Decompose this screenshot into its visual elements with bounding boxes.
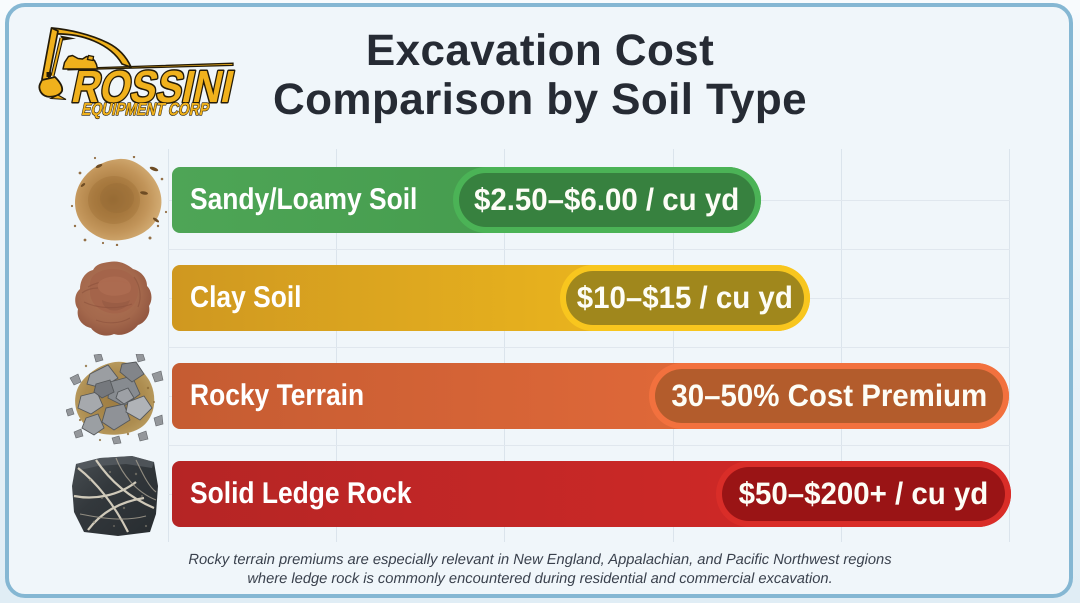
svg-text:EQUIPMENT CORP: EQUIPMENT CORP [80, 99, 212, 119]
svg-text:ROSSINI: ROSSINI [68, 61, 238, 112]
